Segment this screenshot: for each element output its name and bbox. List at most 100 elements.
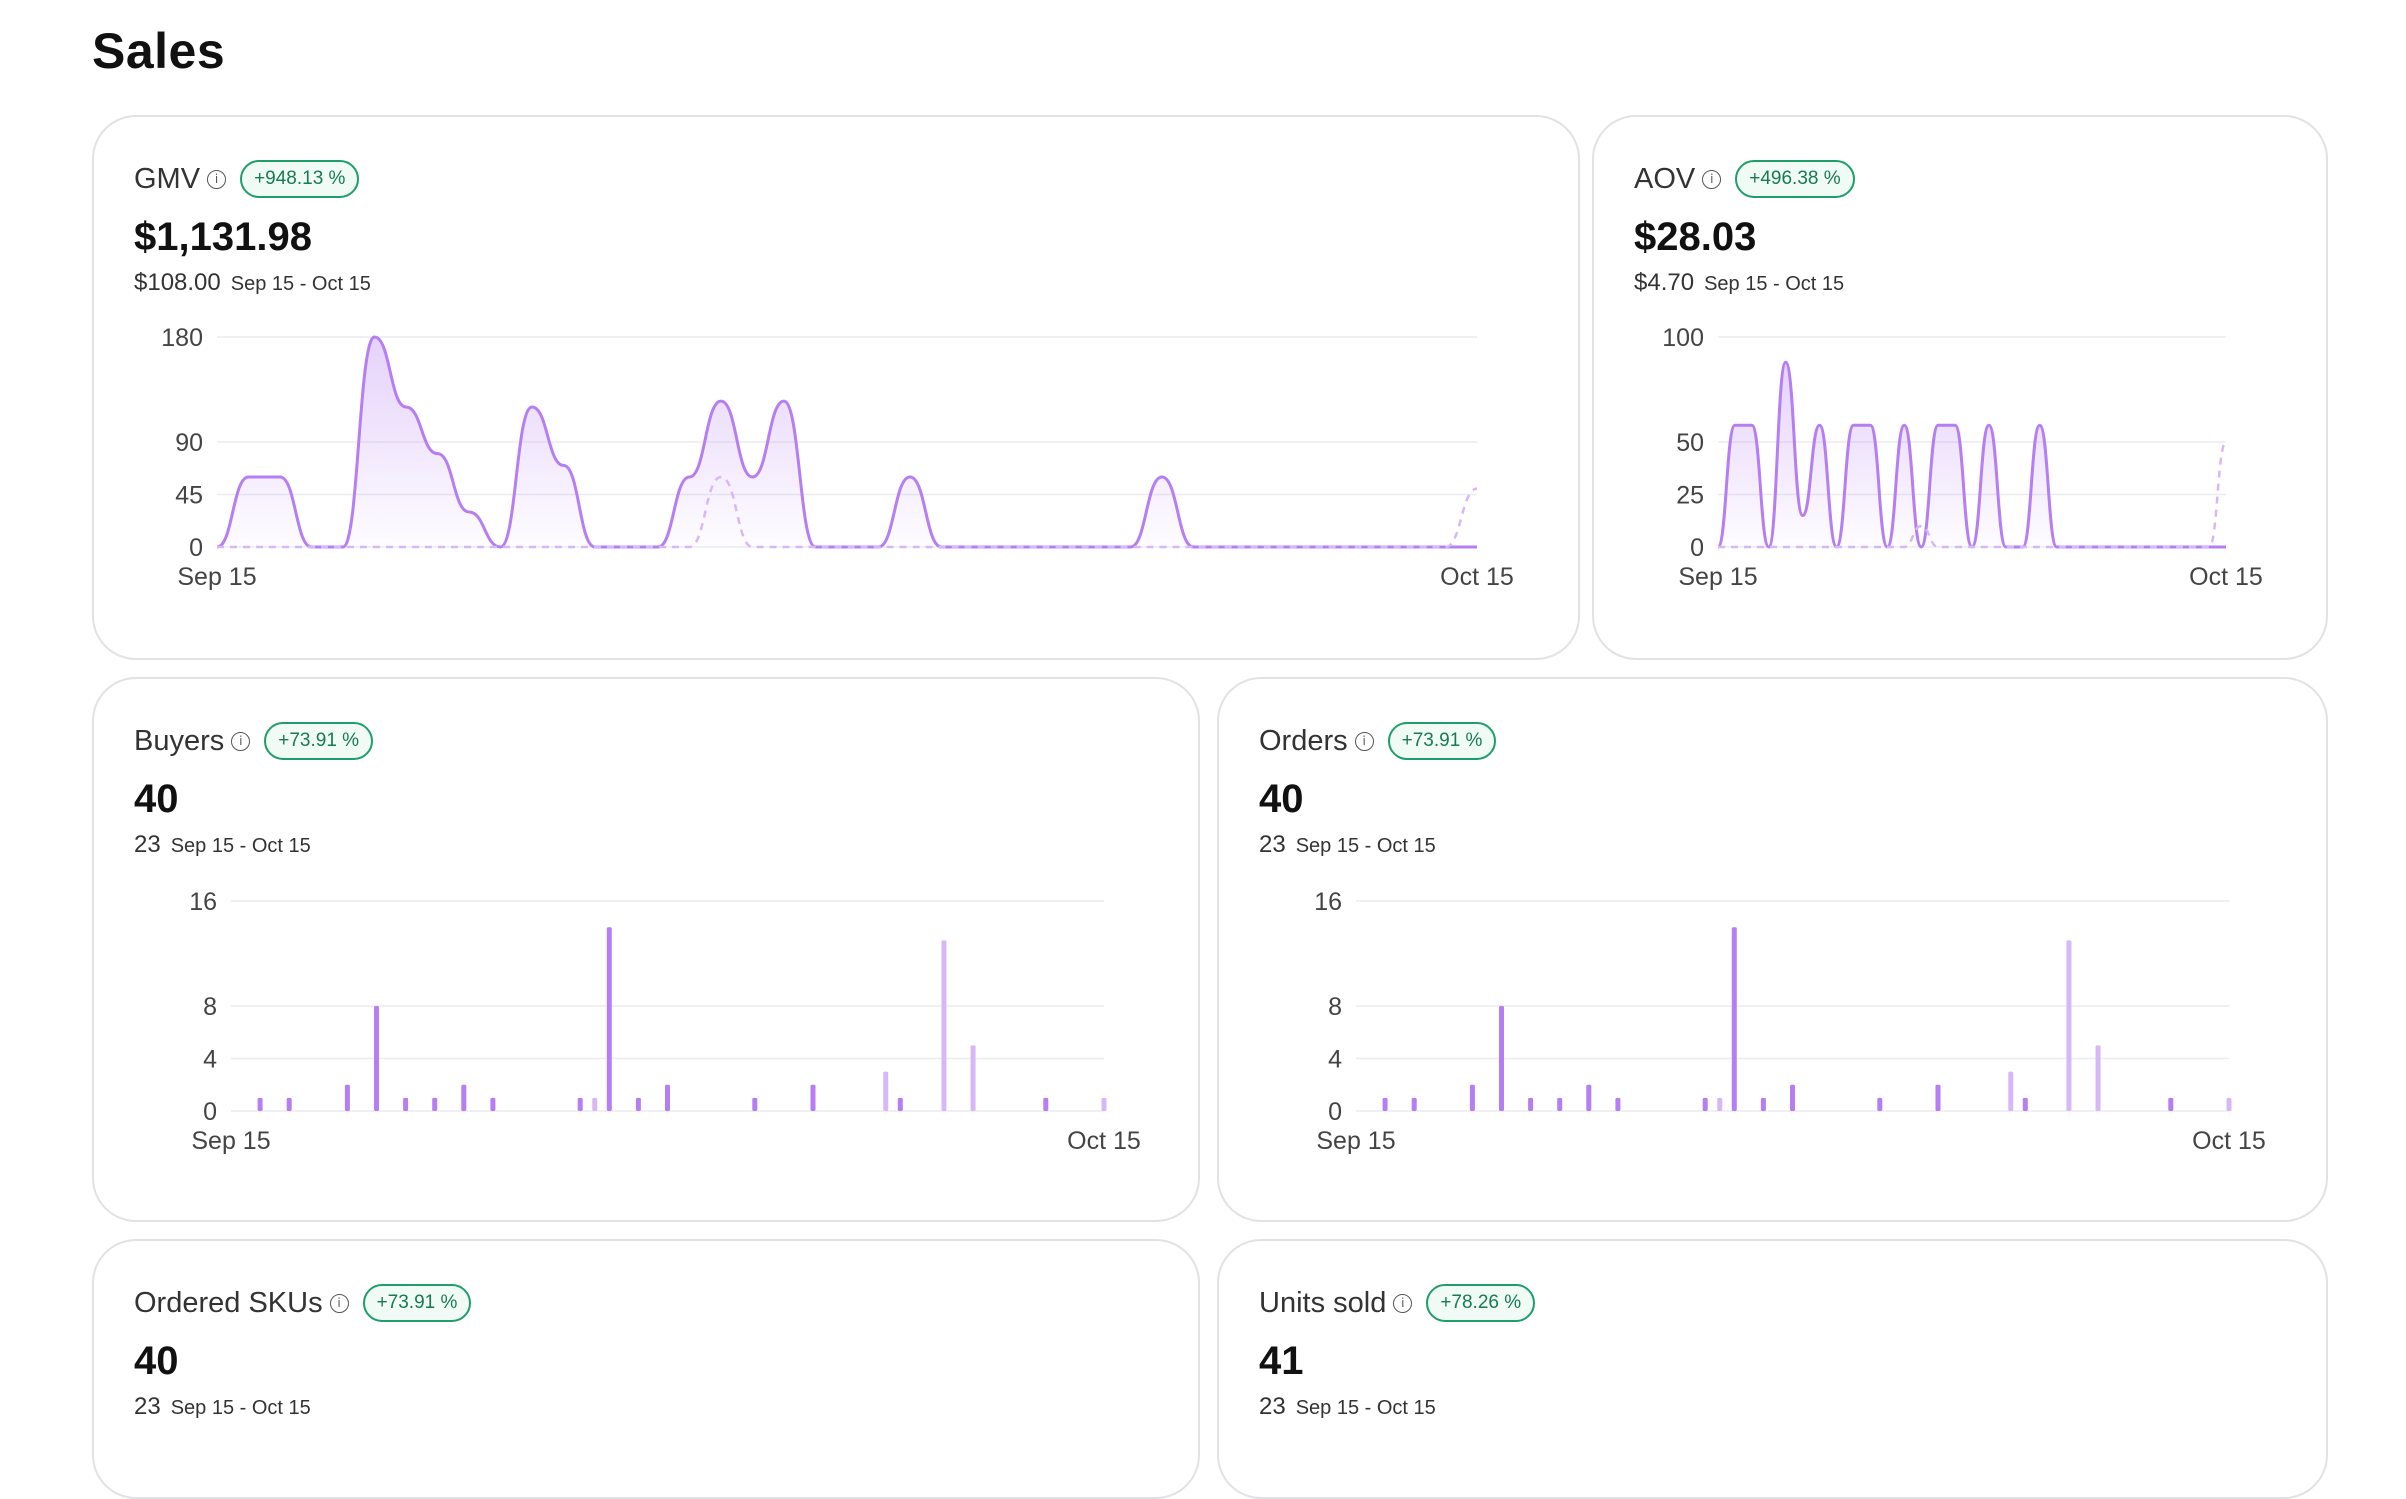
- bar: [592, 1097, 598, 1111]
- x-tick-label: Oct 15: [2189, 563, 2263, 591]
- date-range: Sep 15 - Oct 15: [1704, 273, 1845, 295]
- change-badge: +73.91 %: [264, 722, 374, 760]
- y-tick-label: 8: [203, 993, 217, 1021]
- aov-label: AOV: [1634, 162, 1696, 195]
- series-area: [217, 337, 1477, 547]
- buyers-card: Buyers i +73.91 % 40 23 Sep 15 - Oct 15 …: [92, 677, 1200, 1222]
- card-header: GMV i +948.13 %: [134, 157, 360, 201]
- aov-card: AOV i +496.38 % $28.03 $4.70 Sep 15 - Oc…: [1592, 115, 2328, 660]
- y-tick-label: 0: [203, 1098, 217, 1126]
- bar: [344, 1084, 350, 1111]
- orders-chart: 0 4 8 16 Sep 15 Oct 15: [1314, 888, 2266, 1155]
- bar: [606, 927, 612, 1111]
- card-header: AOV i +496.38 %: [1634, 157, 1855, 201]
- bar: [2066, 940, 2072, 1111]
- series-line: [216, 335, 1477, 549]
- previous-value: 23: [1259, 831, 1286, 858]
- bar: [2168, 1097, 2174, 1111]
- card-header: Units sold i +78.26 %: [1259, 1281, 1536, 1325]
- aov-value: $28.03: [1634, 215, 1757, 259]
- units-sold-label: Units sold: [1259, 1286, 1387, 1319]
- units-sold-value: 41: [1259, 1339, 1304, 1383]
- ordered-skus-label: Ordered SKUs: [134, 1286, 323, 1319]
- card-header: Orders i +73.91 %: [1259, 719, 1497, 763]
- y-tick-label: 4: [1328, 1046, 1342, 1074]
- comparison-row: 23 Sep 15 - Oct 15: [134, 831, 311, 859]
- y-tick-label: 50: [1676, 429, 1704, 457]
- gmv-card: GMV i +948.13 % $1,131.98 $108.00 Sep 15…: [92, 115, 1580, 660]
- x-tick-label: Oct 15: [1067, 1127, 1141, 1155]
- units-sold-card: Units sold i +78.26 % 41 23 Sep 15 - Oct…: [1217, 1239, 2328, 1499]
- buyers-chart: 0 4 8 16 Sep 15 Oct 15: [189, 888, 1141, 1155]
- bar: [1382, 1097, 1388, 1111]
- bar: [1557, 1097, 1563, 1111]
- x-tick-label: Sep 15: [177, 563, 256, 591]
- comparison-row: 23 Sep 15 - Oct 15: [134, 1393, 311, 1421]
- change-badge: +73.91 %: [362, 1284, 472, 1322]
- bar: [1469, 1084, 1475, 1111]
- change-badge: +73.91 %: [1387, 722, 1497, 760]
- comparison-row: 23 Sep 15 - Oct 15: [1259, 1393, 1436, 1421]
- orders-label: Orders: [1259, 724, 1348, 757]
- bar: [257, 1097, 263, 1111]
- bar: [941, 940, 947, 1111]
- bar: [897, 1097, 903, 1111]
- previous-value: 23: [134, 1393, 161, 1420]
- previous-value: $108.00: [134, 269, 221, 296]
- y-tick-label: 8: [1328, 993, 1342, 1021]
- buyers-value: 40: [134, 777, 179, 821]
- comparison-series-line: [1718, 440, 2228, 549]
- bar: [970, 1045, 976, 1111]
- y-tick-label: 0: [1328, 1098, 1342, 1126]
- previous-value: 23: [134, 831, 161, 858]
- y-tick-label: 45: [175, 482, 203, 510]
- info-icon[interactable]: i: [329, 1293, 349, 1313]
- bar: [810, 1084, 816, 1111]
- bar: [2226, 1097, 2232, 1111]
- info-icon[interactable]: i: [1354, 731, 1374, 751]
- bar: [374, 1006, 379, 1111]
- y-tick-label: 16: [1314, 888, 1342, 916]
- y-tick-label: 25: [1676, 482, 1704, 510]
- comparison-row: 23 Sep 15 - Oct 15: [1259, 831, 1436, 859]
- info-icon[interactable]: i: [1393, 1293, 1413, 1313]
- bar: [1411, 1097, 1417, 1111]
- change-badge: +78.26 %: [1426, 1284, 1536, 1322]
- bar: [432, 1097, 438, 1111]
- bar: [1731, 927, 1737, 1111]
- bar: [2022, 1097, 2028, 1111]
- x-tick-label: Oct 15: [2192, 1127, 2266, 1155]
- info-icon[interactable]: i: [1702, 169, 1722, 189]
- bar: [752, 1097, 758, 1111]
- card-header: Ordered SKUs i +73.91 %: [134, 1281, 472, 1325]
- bar: [1760, 1097, 1766, 1111]
- date-range: Sep 15 - Oct 15: [170, 835, 311, 857]
- date-range: Sep 15 - Oct 15: [1295, 1397, 1436, 1419]
- bar: [1586, 1084, 1592, 1111]
- y-tick-label: 100: [1662, 324, 1704, 352]
- info-icon[interactable]: i: [231, 731, 251, 751]
- page-title: Sales: [92, 23, 226, 79]
- info-icon[interactable]: i: [207, 169, 227, 189]
- gmv-label: GMV: [134, 162, 201, 195]
- bar: [1935, 1084, 1941, 1111]
- previous-value: 23: [1259, 1393, 1286, 1420]
- gmv-chart: 0 45 90 180 Sep 15 Oct 15: [161, 324, 1514, 591]
- y-tick-label: 16: [189, 888, 217, 916]
- date-range: Sep 15 - Oct 15: [170, 1397, 311, 1419]
- y-tick-label: 0: [1690, 534, 1704, 562]
- bar: [1499, 1006, 1504, 1111]
- comparison-row: $108.00 Sep 15 - Oct 15: [134, 269, 371, 297]
- bar: [403, 1097, 409, 1111]
- bar: [490, 1097, 496, 1111]
- comparison-row: $4.70 Sep 15 - Oct 15: [1634, 269, 1844, 297]
- bar: [1043, 1097, 1049, 1111]
- bar: [1101, 1097, 1107, 1111]
- change-badge: +948.13 %: [240, 160, 360, 198]
- x-tick-label: Oct 15: [1440, 563, 1514, 591]
- bar: [1528, 1097, 1534, 1111]
- ordered-skus-value: 40: [134, 1339, 179, 1383]
- bar: [1702, 1097, 1708, 1111]
- bar: [883, 1071, 889, 1111]
- previous-value: $4.70: [1634, 269, 1695, 296]
